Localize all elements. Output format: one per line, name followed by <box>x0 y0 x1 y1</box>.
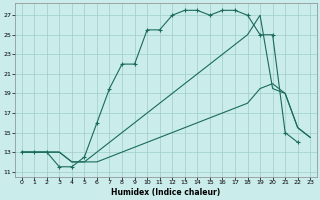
X-axis label: Humidex (Indice chaleur): Humidex (Indice chaleur) <box>111 188 220 197</box>
